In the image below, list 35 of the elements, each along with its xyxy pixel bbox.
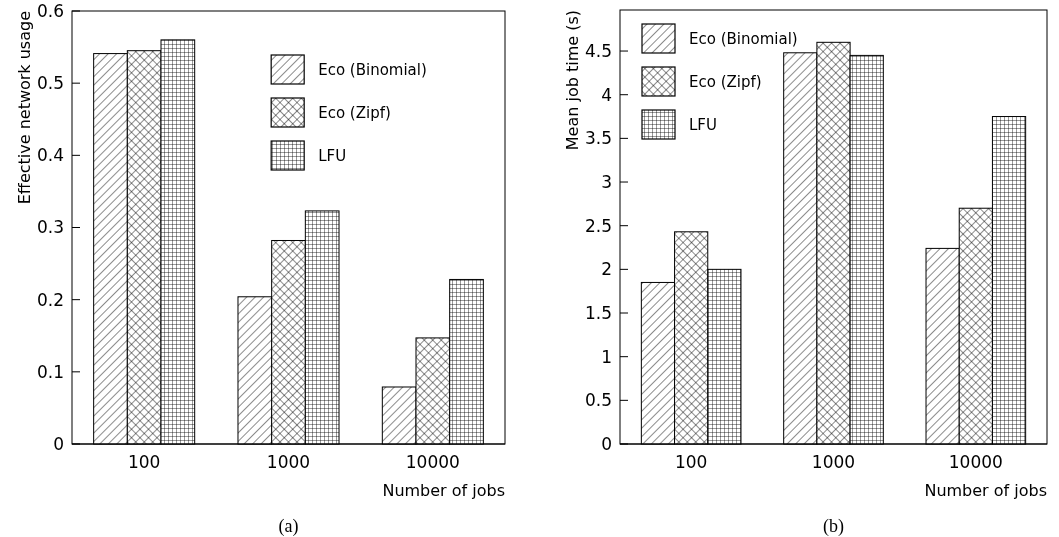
y-tick-label: 0.2 [36, 289, 64, 310]
legend-label: Eco (Binomial) [318, 61, 427, 80]
y-tick-label: 4 [601, 84, 612, 105]
legend-label: Eco (Zipf) [318, 104, 391, 123]
y-tick-label: 3.5 [584, 128, 612, 149]
y-tick-label: 0.5 [584, 390, 612, 411]
legend-label: Eco (Zipf) [689, 73, 762, 92]
x-tick-label: 10000 [948, 452, 1003, 472]
legend-label: Eco (Binomial) [689, 30, 798, 49]
text: (b) [823, 516, 844, 537]
x-tick-label: 100 [127, 452, 161, 472]
y-tick-label: 2 [601, 259, 612, 280]
y-tick-label: 1.5 [584, 302, 612, 323]
y-tick-label: 0 [601, 433, 612, 454]
x-axis-title: Number of jobs [382, 481, 505, 500]
text: (a) [278, 516, 299, 537]
y-axis-title: Mean job time (s) [562, 10, 582, 151]
legend-label: LFU [689, 116, 717, 135]
y-axis-title: Effective network usage [14, 11, 34, 205]
y-tick-label: 0.3 [36, 217, 64, 238]
y-tick-label: 4.5 [584, 40, 612, 61]
y-tick-label: 0.4 [36, 145, 64, 166]
y-tick-label: 0.6 [36, 0, 64, 21]
y-tick-label: 2.5 [584, 215, 612, 236]
y-tick-label: 0 [53, 433, 64, 454]
y-tick-label: 0.1 [36, 361, 64, 382]
x-axis-title: Number of jobs [924, 481, 1047, 500]
x-tick-label: 1000 [811, 452, 856, 472]
x-tick-label: 1000 [266, 452, 311, 472]
legend-label: LFU [318, 147, 347, 166]
y-tick-label: 3 [601, 171, 612, 192]
x-tick-label: 100 [674, 452, 708, 472]
y-tick-label: 0.5 [36, 73, 64, 94]
x-tick-label: 10000 [405, 452, 460, 472]
y-tick-label: 1 [601, 346, 612, 367]
